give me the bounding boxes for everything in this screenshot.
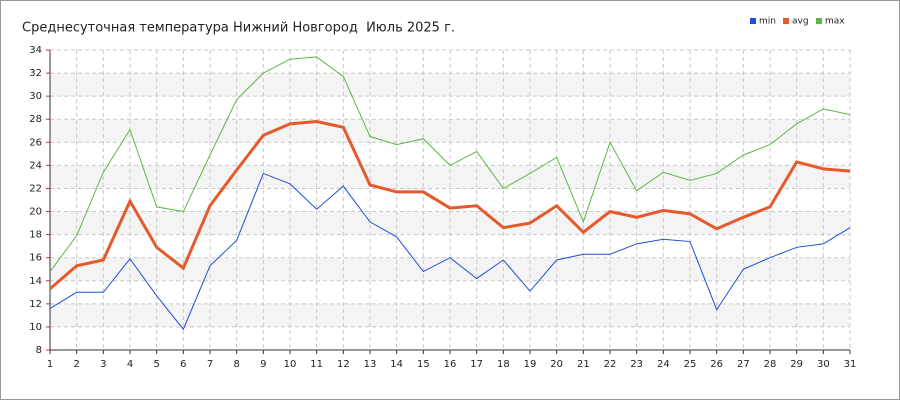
x-tick-label: 11 (310, 359, 323, 370)
y-tick-label: 30 (29, 91, 42, 102)
legend-label: min (759, 17, 776, 27)
x-tick-label: 31 (844, 359, 857, 370)
y-tick-label: 26 (29, 137, 42, 148)
y-tick-label: 18 (29, 230, 42, 241)
legend-label: max (825, 17, 845, 27)
x-tick-label: 24 (657, 359, 670, 370)
x-tick-label: 30 (817, 359, 830, 370)
x-tick-label: 6 (180, 359, 186, 370)
x-tick-label: 8 (233, 359, 239, 370)
y-tick-label: 20 (29, 207, 42, 218)
x-tick-label: 29 (790, 359, 803, 370)
x-tick-label: 20 (550, 359, 563, 370)
y-tick-label: 8 (36, 345, 42, 356)
x-tick-label: 4 (127, 359, 133, 370)
x-tick-label: 10 (284, 359, 297, 370)
x-tick-label: 28 (764, 359, 777, 370)
band (50, 73, 850, 97)
chart-title: Среднесуточная температура Нижний Новгор… (22, 21, 455, 36)
x-tick-label: 14 (390, 359, 403, 370)
y-tick-label: 22 (29, 183, 42, 194)
x-tick-label: 21 (577, 359, 590, 370)
x-tick-label: 1 (47, 359, 53, 370)
x-tick-label: 17 (470, 359, 483, 370)
y-tick-label: 16 (29, 253, 42, 264)
x-tick-label: 16 (444, 359, 457, 370)
band (50, 211, 850, 235)
y-tick-label: 32 (29, 68, 42, 79)
y-tick-label: 12 (29, 299, 42, 310)
y-tick-label: 28 (29, 114, 42, 125)
x-tick-label: 26 (710, 359, 723, 370)
y-tick-label: 14 (29, 276, 42, 287)
legend-swatch (750, 18, 756, 24)
x-tick-label: 13 (364, 359, 377, 370)
y-tick-label: 34 (29, 45, 42, 56)
x-tick-label: 3 (100, 359, 106, 370)
series-line (49, 56, 851, 272)
legend-swatch (816, 18, 822, 24)
x-tick-label: 5 (153, 359, 159, 370)
x-tick-label: 9 (260, 359, 266, 370)
y-tick-label: 24 (29, 160, 42, 171)
x-tick-label: 15 (417, 359, 430, 370)
x-tick-label: 25 (684, 359, 697, 370)
x-tick-label: 27 (737, 359, 750, 370)
x-tick-label: 7 (207, 359, 213, 370)
series-line (49, 120, 851, 290)
legend-label: avg (792, 17, 809, 27)
x-tick-label: 12 (337, 359, 350, 370)
x-tick-label: 18 (497, 359, 510, 370)
legend-swatch (783, 18, 789, 24)
y-tick-label: 10 (29, 322, 42, 333)
x-tick-label: 2 (73, 359, 79, 370)
x-tick-label: 23 (630, 359, 643, 370)
x-tick-label: 19 (524, 359, 537, 370)
series-line (49, 172, 851, 331)
x-tick-label: 22 (604, 359, 617, 370)
band (50, 303, 850, 327)
